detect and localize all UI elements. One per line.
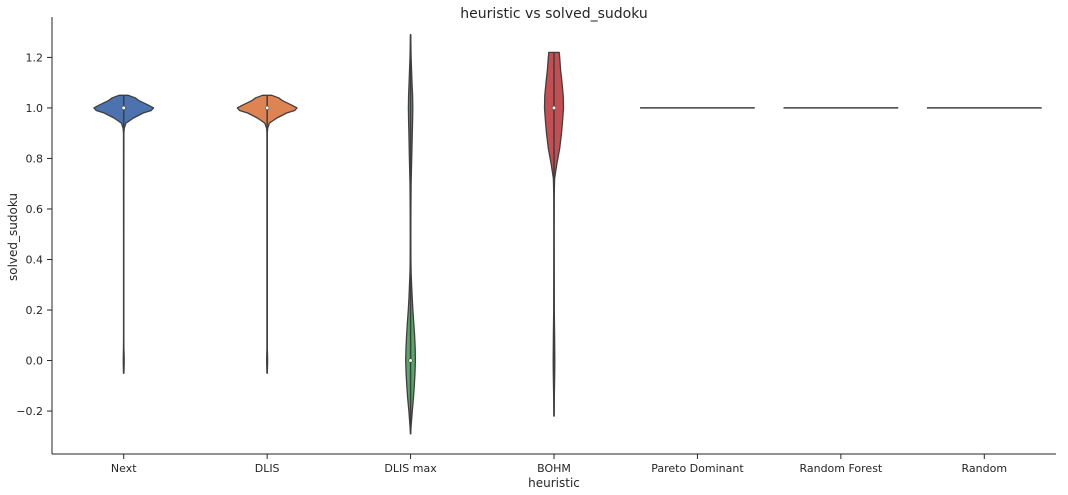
y-tick-label: 0.4 xyxy=(26,253,44,266)
y-tick-label: 1.2 xyxy=(26,51,44,64)
chart-title: heuristic vs solved_sudoku xyxy=(460,6,648,22)
median-marker-dlis xyxy=(265,105,270,111)
y-tick-label: 0.8 xyxy=(26,152,44,165)
x-tick-label: DLIS max xyxy=(384,462,437,475)
x-tick-label: Random xyxy=(962,462,1008,475)
y-tick-label: −0.2 xyxy=(16,405,43,418)
x-tick-label: Pareto Dominant xyxy=(651,462,744,475)
median-marker-bohm xyxy=(551,105,557,111)
median-marker-dlis-max xyxy=(408,358,413,363)
median-marker-next xyxy=(121,105,126,111)
axes-layer: −0.2 0.0 0.2 0.4 0.6 0.8 1.0 1.2 Next DLIS DLIS ma… xyxy=(16,17,1056,475)
x-tick-label: Random Forest xyxy=(799,462,882,475)
y-tick-label: 0.6 xyxy=(26,203,44,216)
y-tick-label: 0.0 xyxy=(26,355,44,368)
y-tick-label: 1.0 xyxy=(26,102,44,115)
y-axis-label: solved_sudoku xyxy=(6,193,20,281)
x-axis-label: heuristic xyxy=(528,476,580,490)
x-tick-label: DLIS xyxy=(255,462,280,475)
violins-layer xyxy=(93,34,1042,435)
x-tick-label: Next xyxy=(111,462,137,475)
y-tick-label: 0.2 xyxy=(26,304,44,317)
x-tick-label: BOHM xyxy=(537,462,571,475)
